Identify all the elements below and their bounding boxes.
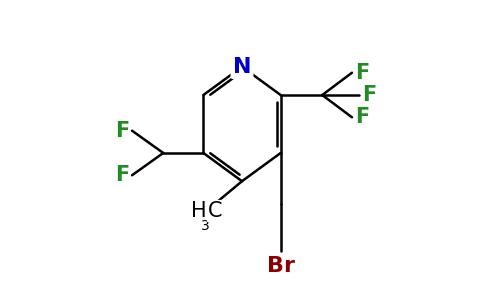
Text: F: F <box>363 85 377 105</box>
Text: F: F <box>355 63 369 83</box>
Text: F: F <box>115 165 129 185</box>
Text: H: H <box>191 201 206 221</box>
Text: N: N <box>233 57 251 77</box>
Text: Br: Br <box>267 256 295 275</box>
Text: F: F <box>355 107 369 127</box>
Text: C: C <box>208 201 222 221</box>
Text: F: F <box>115 121 129 141</box>
Text: 3: 3 <box>200 219 209 233</box>
